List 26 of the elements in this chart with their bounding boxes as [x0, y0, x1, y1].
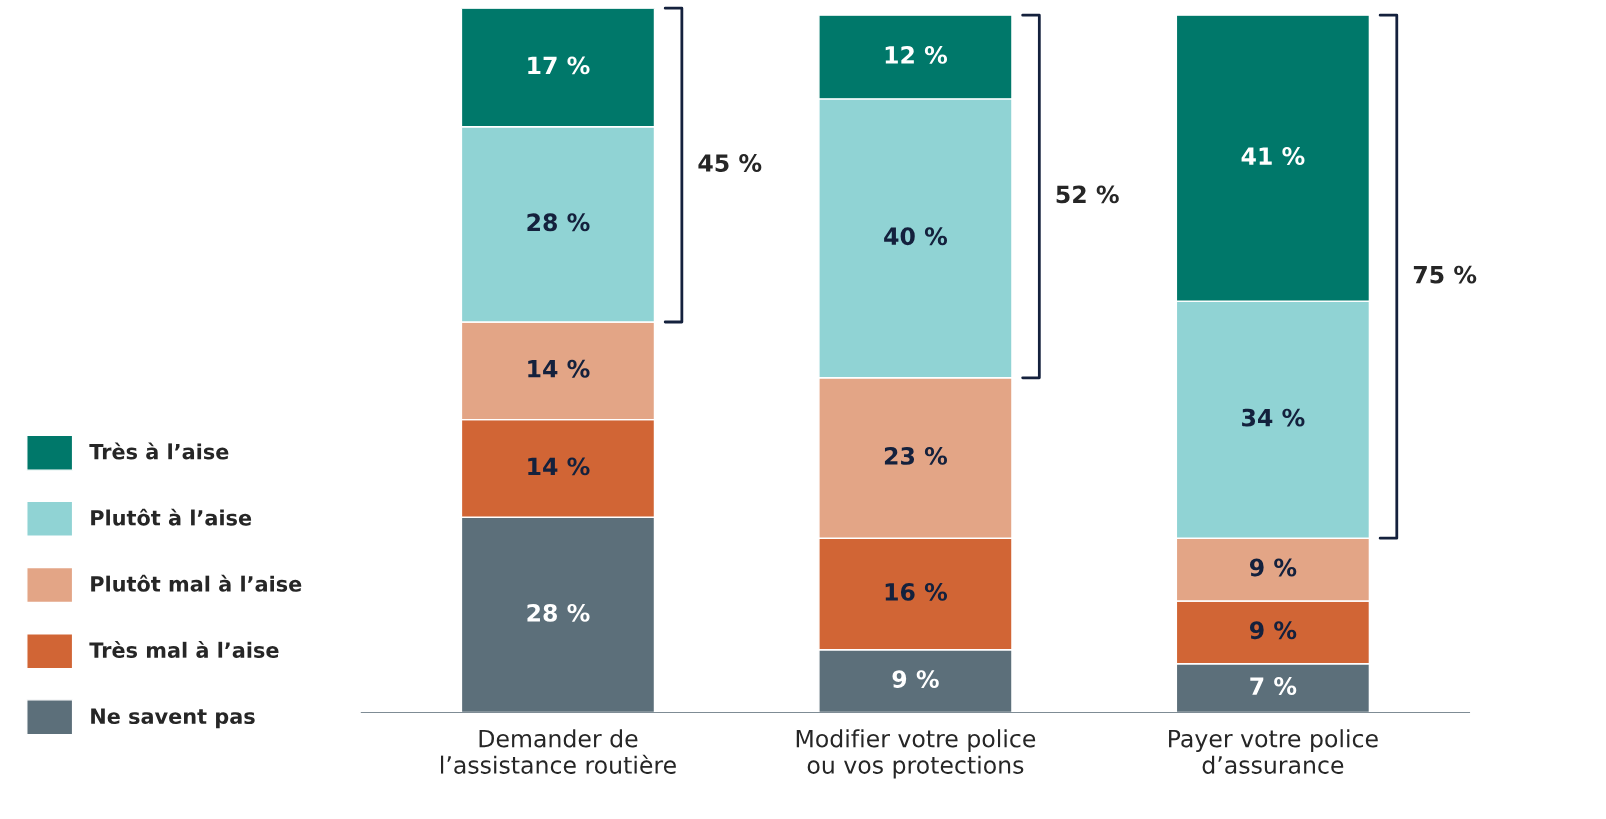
data-label: 12 %	[885, 46, 948, 64]
annotation: 75 %	[1413, 265, 1477, 284]
annotation: 45 %	[698, 154, 762, 172]
legend-label: Ne savent pas	[91, 708, 255, 729]
data-label: 34 %	[1242, 408, 1305, 427]
data-label: 14 %	[528, 457, 590, 476]
x-tick-label: Demander de l’assistance routière	[441, 729, 676, 774]
x-tick-label: Payer votre police d’assurance	[1169, 729, 1378, 774]
legend-label: Plutôt à l’aise	[91, 508, 252, 526]
data-label: 14 %	[528, 359, 590, 378]
annotation: 52 %	[1056, 185, 1119, 204]
x-tick-label: Modifier votre police ou vos protections	[796, 729, 1036, 779]
data-label: 28 %	[527, 603, 590, 622]
data-label: 9 %	[892, 670, 939, 688]
legend-label: Très à l’aise	[89, 442, 229, 460]
data-label: 9 %	[1249, 558, 1297, 577]
data-label: 40 %	[884, 227, 948, 246]
data-label: 9 %	[1249, 621, 1297, 640]
data-label: 16 %	[885, 582, 948, 601]
data-label: 28 %	[527, 213, 590, 232]
data-label: 7 %	[1250, 677, 1297, 695]
data-label: 17 %	[528, 56, 590, 75]
data-label: 41 %	[1241, 147, 1305, 165]
data-label: 23 %	[884, 446, 948, 465]
legend-label: Très mal à l’aise	[89, 640, 279, 658]
legend-label: Plutôt mal à l’aise	[91, 574, 302, 592]
